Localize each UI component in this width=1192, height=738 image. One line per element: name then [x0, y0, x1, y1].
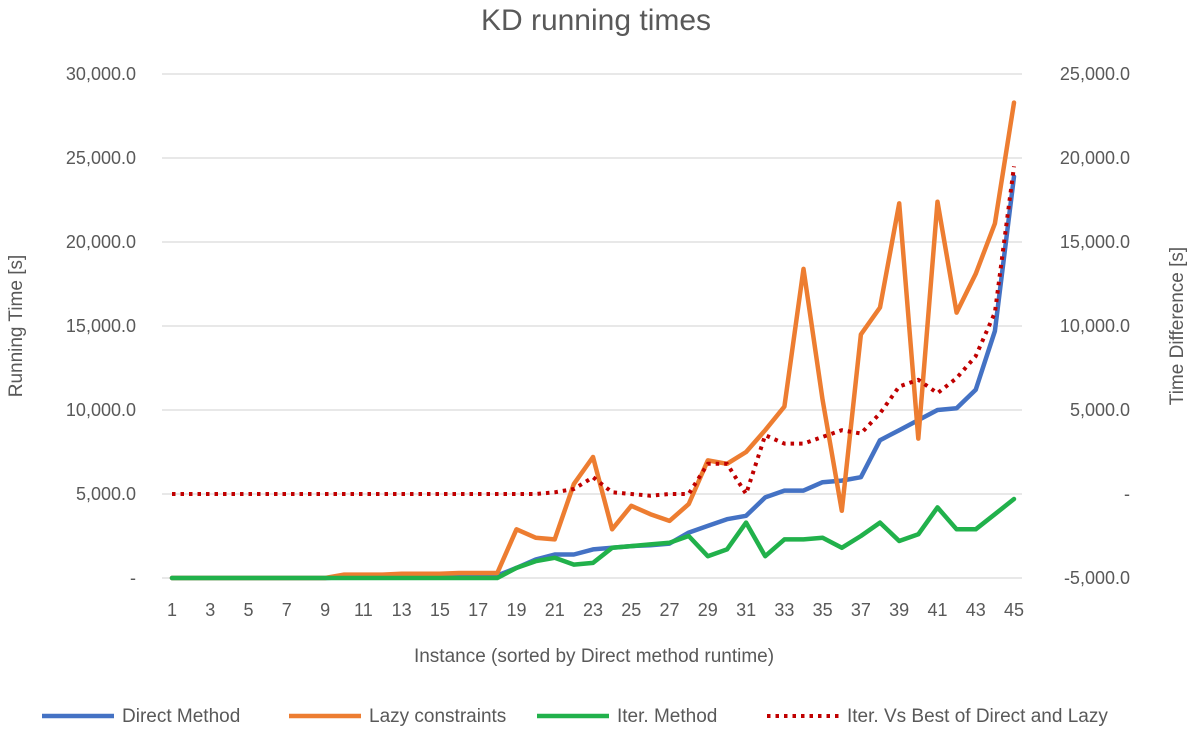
- x-tick-label: 21: [545, 600, 565, 620]
- x-tick-label: 11: [354, 600, 373, 620]
- x-tick-label: 31: [736, 600, 756, 620]
- legend-item: Iter. Method: [537, 706, 717, 727]
- x-tick-label: 17: [468, 600, 488, 620]
- y-axis-title: Running Time [s]: [6, 255, 27, 398]
- y2-tick-label: 15,000.0: [1060, 232, 1130, 252]
- x-tick-label: 41: [927, 600, 947, 620]
- y2-axis-title: Time Difference [s]: [1167, 247, 1188, 405]
- x-tick-label: 43: [966, 600, 986, 620]
- x-tick-label: 3: [205, 600, 215, 620]
- x-tick-label: 19: [506, 600, 526, 620]
- left-axis: - 5,000.0 10,000.0 15,000.0 20,000.0 25,000.0…: [66, 64, 136, 588]
- legend-label: Iter. Method: [617, 706, 717, 727]
- x-tick-label: 25: [621, 600, 641, 620]
- x-tick-label: 9: [320, 600, 330, 620]
- series-lines: [169, 100, 1017, 581]
- legend-label: Direct Method: [122, 706, 240, 727]
- x-tick-label: 27: [660, 600, 680, 620]
- y-tick-label: 10,000.0: [66, 400, 136, 420]
- gridlines: [162, 73, 1022, 579]
- x-tick-label: 5: [244, 600, 254, 620]
- right-axis: -5,000.0-5,000.010,000.015,000.020,000.0…: [1060, 64, 1130, 588]
- legend-label: Iter. Vs Best of Direct and Lazy: [847, 706, 1108, 727]
- y-tick-label: 30,000.0: [66, 64, 136, 84]
- x-tick-label: 1: [167, 600, 177, 620]
- y-tick-label: 25,000.0: [66, 148, 136, 168]
- x-tick-label: 33: [774, 600, 794, 620]
- x-tick-label: 37: [851, 600, 871, 620]
- legend-item: Lazy constraints: [289, 706, 506, 727]
- legend-item: Direct Method: [42, 706, 240, 727]
- series-line-iter-vs-best-of-direct-and-lazy: [172, 166, 1016, 498]
- y-tick-label: 15,000.0: [66, 316, 136, 336]
- x-tick-label: 39: [889, 600, 909, 620]
- series-line-direct-method: [169, 174, 1017, 581]
- legend-label: Lazy constraints: [369, 706, 506, 727]
- legend: Direct Method Lazy constraints Iter. Metho…: [42, 706, 1108, 727]
- x-tick-label: 29: [698, 600, 718, 620]
- y-tick-label: 5,000.0: [76, 484, 136, 504]
- y2-tick-label: 10,000.0: [1060, 316, 1130, 336]
- x-tick-label: 13: [392, 600, 412, 620]
- chart-title: KD running times: [481, 4, 711, 37]
- x-tick-label: 45: [1004, 600, 1024, 620]
- y-tick-label: 20,000.0: [66, 232, 136, 252]
- x-tick-label: 23: [583, 600, 603, 620]
- y2-tick-label: -5,000.0: [1064, 568, 1130, 588]
- y2-tick-label: 25,000.0: [1060, 64, 1130, 84]
- series-line-iter-method: [169, 496, 1017, 581]
- legend-item: Iter. Vs Best of Direct and Lazy: [767, 706, 1108, 727]
- y2-tick-label: 20,000.0: [1060, 148, 1130, 168]
- x-axis-title: Instance (sorted by Direct method runtim…: [414, 646, 774, 667]
- x-tick-label: 35: [813, 600, 833, 620]
- y2-tick-label: -: [1124, 484, 1130, 504]
- x-tick-label: 15: [430, 600, 450, 620]
- x-tick-label: 7: [282, 600, 292, 620]
- y2-tick-label: 5,000.0: [1070, 400, 1130, 420]
- x-axis: 1 3 5 7 9 11 13 15 17 19 21 23 25 27 29 31 33 35 37 39 41 43 4…: [167, 600, 1024, 620]
- series-line-lazy-constraints: [169, 100, 1017, 581]
- y-tick-label: -: [130, 568, 136, 588]
